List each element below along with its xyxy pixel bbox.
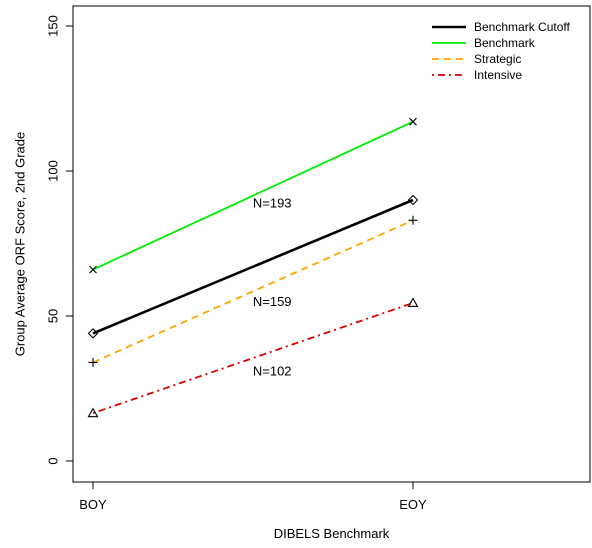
- sample-size-annotation: N=193: [253, 195, 292, 210]
- marker-x: [89, 265, 97, 274]
- legend: Benchmark Cutoff Benchmark Strategic Intens…: [432, 20, 570, 82]
- y-tick-label: 0: [46, 457, 61, 464]
- x-tick-label: BOY: [79, 497, 107, 512]
- y-tick-label: 50: [46, 309, 61, 323]
- series-benchmark-cutoff: [87, 194, 419, 339]
- y-axis-label: Group Average ORF Score, 2nd Grade: [13, 132, 28, 357]
- sample-size-annotation: N=159: [253, 294, 292, 309]
- marker-diamond: [407, 194, 419, 206]
- plot-frame: [72, 5, 591, 483]
- marker-diamond: [87, 328, 99, 339]
- x-tick-label: EOY: [399, 497, 427, 512]
- series-line: [92, 198, 414, 335]
- series-benchmark: [89, 117, 417, 274]
- legend-label: Benchmark Cutoff: [474, 20, 570, 34]
- y-tick-label: 150: [46, 15, 61, 37]
- marker-plus: [88, 357, 98, 367]
- legend-label: Intensive: [474, 68, 522, 82]
- y-tick-label: 100: [46, 160, 61, 182]
- marker-plus: [408, 215, 418, 225]
- series-intensive: [87, 297, 419, 418]
- series-line: [92, 120, 414, 271]
- series-line: [92, 219, 414, 364]
- marker-x: [409, 117, 417, 126]
- legend-label: Strategic: [474, 52, 521, 66]
- series-line: [92, 302, 414, 415]
- marker-triangle: [87, 407, 99, 418]
- x-axis-label: DIBELS Benchmark: [274, 526, 390, 541]
- legend-label: Benchmark: [474, 36, 536, 50]
- series-strategic: [88, 215, 418, 367]
- sample-size-annotation: N=102: [253, 364, 292, 379]
- marker-triangle: [407, 297, 419, 308]
